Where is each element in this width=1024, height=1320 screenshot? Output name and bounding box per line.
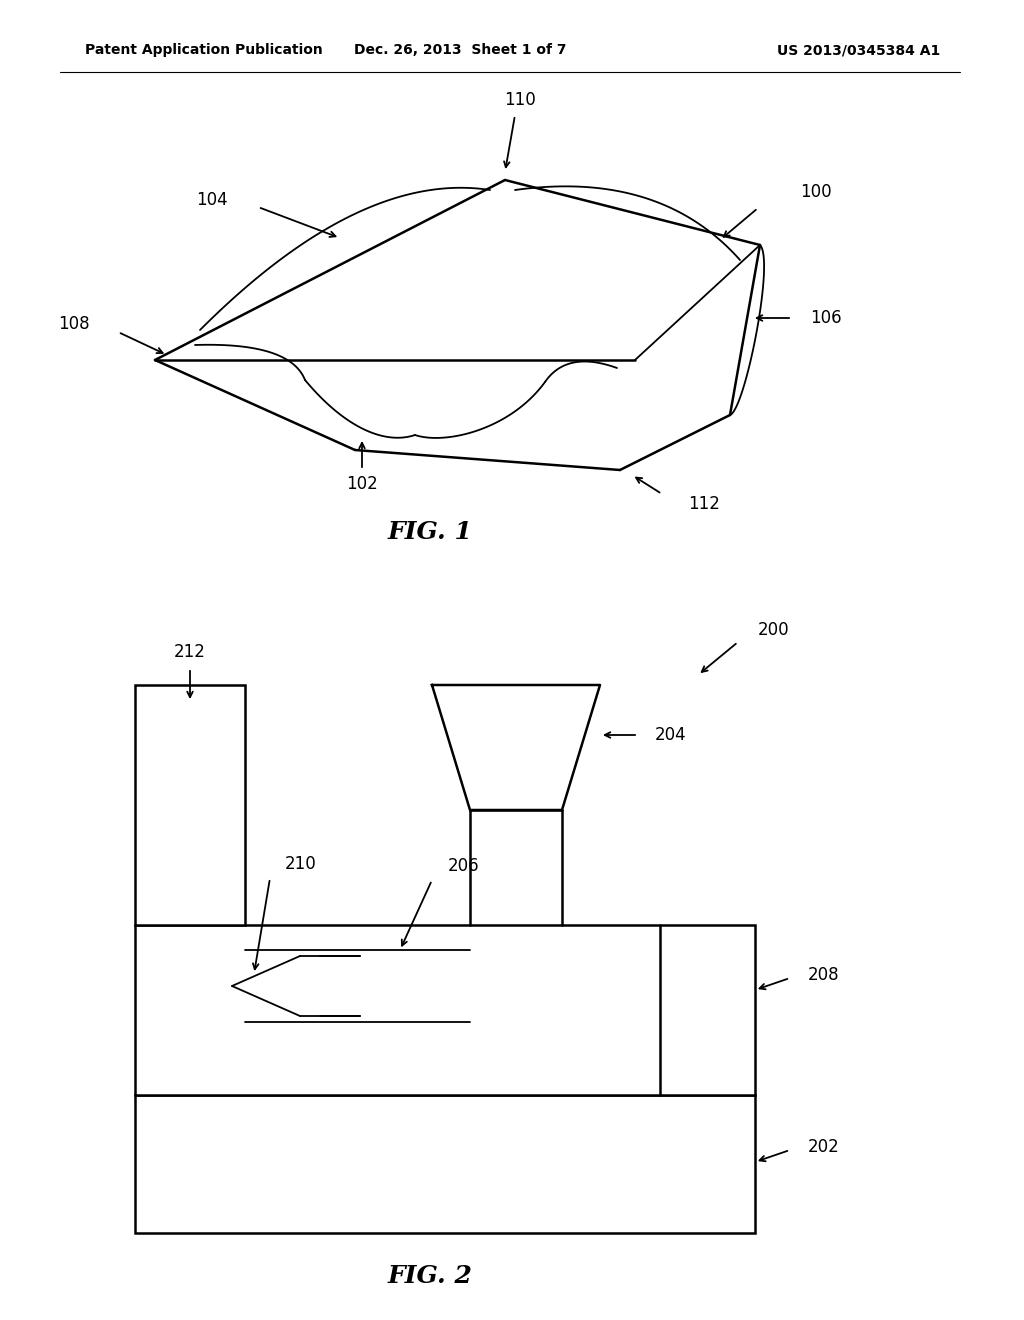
Text: 200: 200 (758, 620, 790, 639)
Text: 210: 210 (285, 855, 316, 873)
Text: 106: 106 (810, 309, 842, 327)
Text: Patent Application Publication: Patent Application Publication (85, 44, 323, 57)
Bar (135, 685, 245, 925)
Text: 108: 108 (58, 315, 90, 333)
Bar (135, 1096, 755, 1233)
Text: US 2013/0345384 A1: US 2013/0345384 A1 (777, 44, 940, 57)
Text: FIG. 1: FIG. 1 (387, 520, 472, 544)
Text: Dec. 26, 2013  Sheet 1 of 7: Dec. 26, 2013 Sheet 1 of 7 (353, 44, 566, 57)
Text: FIG. 2: FIG. 2 (387, 1265, 472, 1288)
Text: 212: 212 (174, 643, 206, 661)
Text: 202: 202 (808, 1138, 840, 1156)
Bar (135, 925, 755, 1096)
Text: 104: 104 (197, 191, 228, 209)
Text: 110: 110 (504, 91, 536, 110)
Text: 102: 102 (346, 475, 378, 492)
Text: 100: 100 (800, 183, 831, 201)
Text: 208: 208 (808, 966, 840, 983)
Text: 206: 206 (449, 857, 479, 875)
Text: 204: 204 (655, 726, 687, 744)
Text: 112: 112 (688, 495, 720, 513)
